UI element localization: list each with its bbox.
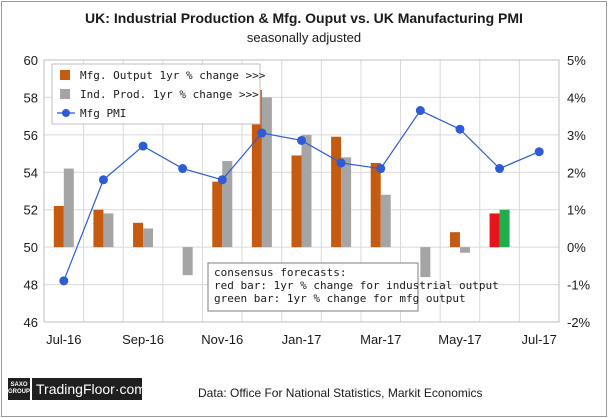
ind-prod-bar (103, 213, 114, 248)
right-tick-label: 0% (567, 240, 586, 255)
bars (53, 89, 470, 278)
saxo-group-badge: SAXO GROUP (8, 378, 30, 400)
mfg-output-bar (212, 181, 223, 248)
x-tick-label: Nov-16 (201, 332, 243, 347)
left-tick-label: 58 (24, 90, 38, 105)
ind-prod-bar (380, 194, 391, 248)
mfg-output-bar (251, 89, 262, 248)
annotation-box (207, 262, 419, 312)
right-tick-label: 3% (567, 128, 586, 143)
mfg-output-bar (93, 209, 104, 248)
chart-title: UK: Industrial Production & Mfg. Ouput v… (85, 10, 523, 26)
annotation-line: consensus forecasts: (214, 266, 346, 279)
mfg-output-bar (133, 222, 144, 248)
legend: Mfg. Output 1yr % change >>> Ind. Prod. 1… (51, 63, 266, 125)
legend-swatch (60, 70, 70, 80)
pmi-point (98, 175, 108, 185)
right-tick-label: 5% (567, 53, 586, 68)
x-tick-label: Jul-17 (521, 332, 556, 347)
pmi-point (59, 276, 69, 286)
legend-swatch (60, 89, 70, 99)
pmi-point (376, 164, 386, 174)
right-tick-label: -2% (567, 315, 591, 330)
right-axis-ticks: -2% -1% 0% 1% 2% 3% 4% 5% (567, 53, 591, 330)
right-tick-label: 4% (567, 90, 586, 105)
left-tick-label: 48 (24, 278, 38, 293)
pmi-point (415, 106, 425, 116)
mfg-output-bar (331, 136, 342, 248)
logo-name: TradingFloor·com (32, 378, 146, 400)
legend-label: Mfg PMI (80, 107, 126, 120)
x-axis-ticks: Jul-16 Sep-16 Nov-16 Jan-17 Mar-17 May-17 Jul-… (46, 332, 557, 347)
pmi-point (455, 124, 465, 134)
mfg-output-bar (53, 205, 64, 248)
forecast-green-bar (499, 209, 510, 248)
pmi-line (59, 106, 544, 286)
plot-border (43, 59, 560, 323)
consensus-annotation: consensus forecasts:red bar: 1yr % chang… (207, 262, 499, 312)
legend-label: Mfg. Output 1yr % change >>> (80, 69, 266, 82)
mfg-output-bar (449, 232, 460, 248)
pmi-point (336, 158, 346, 168)
legend-box (51, 63, 261, 125)
forecast-bars (489, 209, 510, 248)
pmi-point (138, 141, 148, 151)
legend-marker (62, 109, 70, 117)
ind-prod-bar (420, 247, 431, 278)
left-tick-label: 46 (24, 315, 38, 330)
mfg-output-bar (370, 162, 381, 248)
mfg-output-bar (291, 155, 302, 248)
chart-subtitle: seasonally adjusted (246, 30, 362, 45)
forecast-red-bar (489, 213, 500, 248)
pmi-point (257, 128, 267, 138)
ind-prod-bar (261, 97, 272, 248)
left-axis-ticks: 46 48 50 52 54 56 58 60 (24, 53, 38, 330)
x-tick-label: May-17 (438, 332, 481, 347)
right-tick-label: -1% (567, 278, 591, 293)
ind-prod-bar (182, 247, 193, 276)
pmi-point (495, 164, 505, 174)
pmi-point (534, 147, 544, 157)
ind-prod-bar (63, 168, 74, 248)
x-tick-label: Jan-17 (282, 332, 322, 347)
legend-label: Ind. Prod. 1yr % change >>> (80, 88, 259, 101)
left-tick-label: 50 (24, 240, 38, 255)
right-tick-label: 2% (567, 165, 586, 180)
left-tick-label: 60 (24, 53, 38, 68)
x-tick-label: Mar-17 (360, 332, 401, 347)
annotation-line: red bar: 1yr % change for industrial out… (214, 279, 499, 292)
ind-prod-bar (222, 161, 233, 248)
pmi-point (178, 164, 188, 174)
left-tick-label: 52 (24, 203, 38, 218)
ind-prod-bar (143, 228, 154, 248)
ind-prod-bar (459, 247, 470, 253)
annotation-line: green bar: 1yr % change for mfg output (214, 292, 466, 305)
source-note: Data: Office For National Statistics, Ma… (198, 386, 483, 400)
pmi-point (217, 175, 227, 185)
pmi-point (297, 135, 306, 145)
ind-prod-bar (301, 134, 312, 248)
right-tick-label: 1% (567, 203, 586, 218)
left-tick-label: 54 (24, 165, 38, 180)
x-tick-label: Sep-16 (122, 332, 164, 347)
left-tick-label: 56 (24, 128, 38, 143)
x-tick-label: Jul-16 (46, 332, 81, 347)
ind-prod-bar (341, 157, 352, 248)
